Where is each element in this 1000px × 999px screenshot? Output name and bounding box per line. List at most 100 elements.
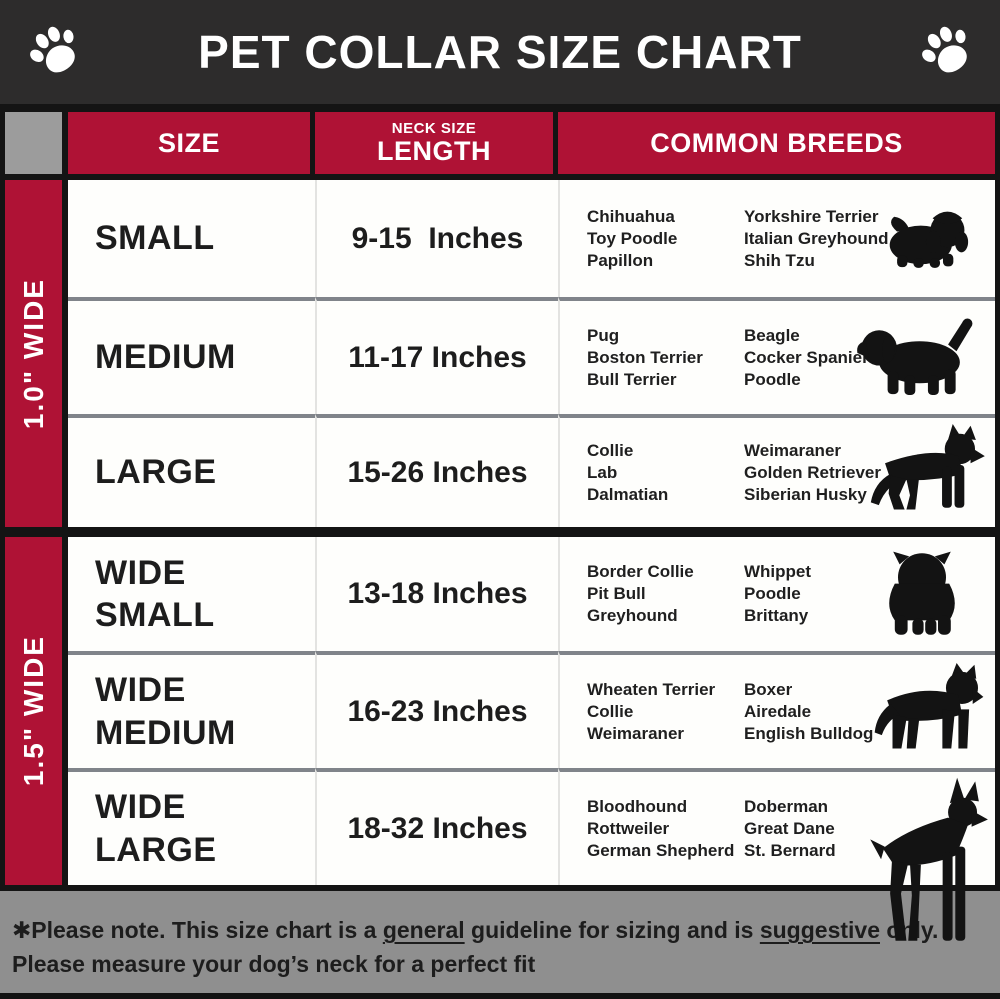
paw-icon [15, 11, 93, 89]
breed-list: Bloodhound Rottweiler German Shepherd [587, 796, 744, 862]
note-text: guideline for sizing and is [464, 917, 760, 943]
breed-name: St. Bernard [744, 840, 836, 860]
breed-list: Wheaten Terrier Collie Weimaraner [587, 679, 744, 745]
footer-note-line2: Please measure your dog’s neck for a per… [12, 951, 536, 977]
breeds-cell-wide-medium: Wheaten Terrier Collie Weimaraner Boxer Aire… [558, 651, 995, 768]
breeds-cell-wide-large: Bloodhound Rottweiler German Shepherd Dober… [558, 768, 995, 885]
breeds-cell-medium: Pug Boston Terrier Bull Terrier Beagle Cocke… [558, 297, 995, 414]
breed-name: Golden Retriever [744, 462, 881, 482]
breed-name: Great Dane [744, 818, 835, 838]
size-label: WIDE LARGE [95, 788, 217, 869]
breed-name: Papillon [587, 250, 654, 270]
footer-note: ✱Please note. This size chart is a gener… [0, 891, 1000, 999]
breed-list: Whippet Poodle Brittany [744, 561, 896, 627]
beagle-dog-icon [851, 316, 983, 400]
column-header-sublabel: NECK SIZE [391, 119, 477, 137]
size-cell-large: LARGE [68, 414, 315, 527]
breed-name: Poodle [744, 584, 801, 603]
column-header-label: SIZE [157, 127, 220, 158]
breed-name: Siberian Husky [744, 484, 867, 504]
neck-length-value: 13-18 Inches [347, 577, 528, 610]
breed-name: Boston Terrier [587, 347, 703, 367]
footer-note-line1: ✱Please note. This size chart is a gener… [12, 913, 984, 947]
breed-name: Weimaraner [744, 440, 842, 460]
group-bar-1-inch-wide: 1.0" WIDE [5, 180, 62, 527]
neck-length-cell-wide-large: 18-32 Inches [315, 768, 558, 885]
breed-name: Rottweiler [587, 818, 670, 838]
size-label: LARGE [95, 453, 217, 492]
size-cell-wide-small: WIDE SMALL [68, 537, 315, 651]
breed-list: Boxer Airedale English Bulldog [744, 679, 896, 745]
page-title: PET COLLAR SIZE CHART [198, 26, 802, 78]
column-header-label: LENGTH [377, 136, 491, 167]
column-header-size: SIZE [68, 112, 310, 174]
breed-name: German Shepherd [587, 840, 735, 860]
neck-length-value: 9-15 Inches [351, 221, 524, 255]
column-header-label: COMMON BREEDS [650, 127, 903, 158]
column-header-neck-size-length: NECK SIZE LENGTH [315, 112, 553, 174]
column-header-common-breeds: COMMON BREEDS [558, 112, 995, 174]
note-underlined-word: general [382, 917, 465, 943]
breed-name: Boxer [744, 679, 793, 699]
breed-name: Greyhound [587, 606, 678, 625]
breed-name: Weimaraner [587, 723, 685, 743]
note-underlined-word: suggestive [759, 917, 880, 943]
breed-list: Border Collie Pit Bull Greyhound [587, 561, 744, 627]
group-label: 1.5" WIDE [17, 635, 49, 787]
breed-name: Bull Terrier [587, 369, 677, 389]
breed-name: Dalmatian [587, 484, 669, 504]
breed-name: Collie [587, 440, 634, 460]
breeds-cell-small: Chihuahua Toy Poodle Papillon Yorkshire Ter… [558, 180, 995, 297]
breed-name: Lab [587, 462, 618, 482]
size-cell-wide-large: WIDE LARGE [68, 768, 315, 885]
breed-list: Beagle Cocker Spaniel Poodle [744, 325, 896, 391]
breed-name: Doberman [744, 796, 829, 816]
size-cell-wide-medium: WIDE MEDIUM [68, 651, 315, 768]
breed-name: English Bulldog [744, 723, 874, 743]
doberman-dog-icon [849, 776, 991, 948]
size-label: SMALL [95, 219, 215, 258]
size-label: WIDE MEDIUM [95, 671, 236, 752]
corner-spacer [5, 112, 62, 174]
breed-name: Border Collie [587, 562, 694, 581]
breed-name: Airedale [744, 701, 812, 721]
neck-length-value: 16-23 Inches [347, 694, 528, 728]
bulldog-dog-icon [873, 550, 971, 638]
group-label: 1.0" WIDE [17, 277, 49, 430]
breed-name: Italian Greyhound [744, 228, 889, 248]
breed-name: Cocker Spaniel [744, 347, 867, 367]
pit-bull-dog-icon [857, 663, 985, 761]
breed-name: Bloodhound [587, 796, 688, 816]
breed-name: Pit Bull [587, 584, 646, 603]
breed-name: Pug [587, 325, 620, 345]
neck-length-value: 15-26 Inches [347, 455, 528, 489]
breed-name: Chihuahua [587, 206, 675, 226]
group-bar-1-5-inch-wide: 1.5" WIDE [5, 537, 62, 885]
neck-length-cell-small: 9-15 Inches [315, 180, 558, 297]
breed-name: Toy Poodle [587, 228, 678, 248]
german-shepherd-dog-icon [849, 424, 987, 522]
breed-list: Weimaraner Golden Retriever Siberian Husky [744, 440, 896, 506]
neck-length-cell-medium: 11-17 Inches [315, 297, 558, 414]
size-label: WIDE SMALL [95, 553, 215, 635]
size-cell-small: SMALL [68, 180, 315, 297]
paw-icon [907, 11, 985, 89]
size-table: SIZE NECK SIZE LENGTH COMMON BREEDS 1.0"… [0, 104, 1000, 891]
breed-list: Collie Lab Dalmatian [587, 440, 744, 506]
breed-name: Yorkshire Terrier [744, 206, 879, 226]
size-label: MEDIUM [95, 338, 236, 377]
neck-length-value: 11-17 Inches [348, 340, 527, 374]
breed-name: Wheaten Terrier [587, 679, 716, 699]
shih-tzu-dog-icon [873, 202, 973, 276]
breed-name: Collie [587, 701, 634, 721]
breed-name: Brittany [744, 606, 809, 625]
breed-list: Chihuahua Toy Poodle Papillon [587, 206, 744, 272]
breed-list: Doberman Great Dane St. Bernard [744, 796, 896, 862]
title-bar: PET COLLAR SIZE CHART [0, 0, 1000, 104]
breed-name: Poodle [744, 369, 801, 389]
breeds-cell-wide-small: Border Collie Pit Bull Greyhound Whippet Poo… [558, 537, 995, 651]
breed-list: Pug Boston Terrier Bull Terrier [587, 325, 744, 391]
note-text: ✱Please note. This size chart is a [12, 917, 383, 943]
neck-length-cell-wide-medium: 16-23 Inches [315, 651, 558, 768]
